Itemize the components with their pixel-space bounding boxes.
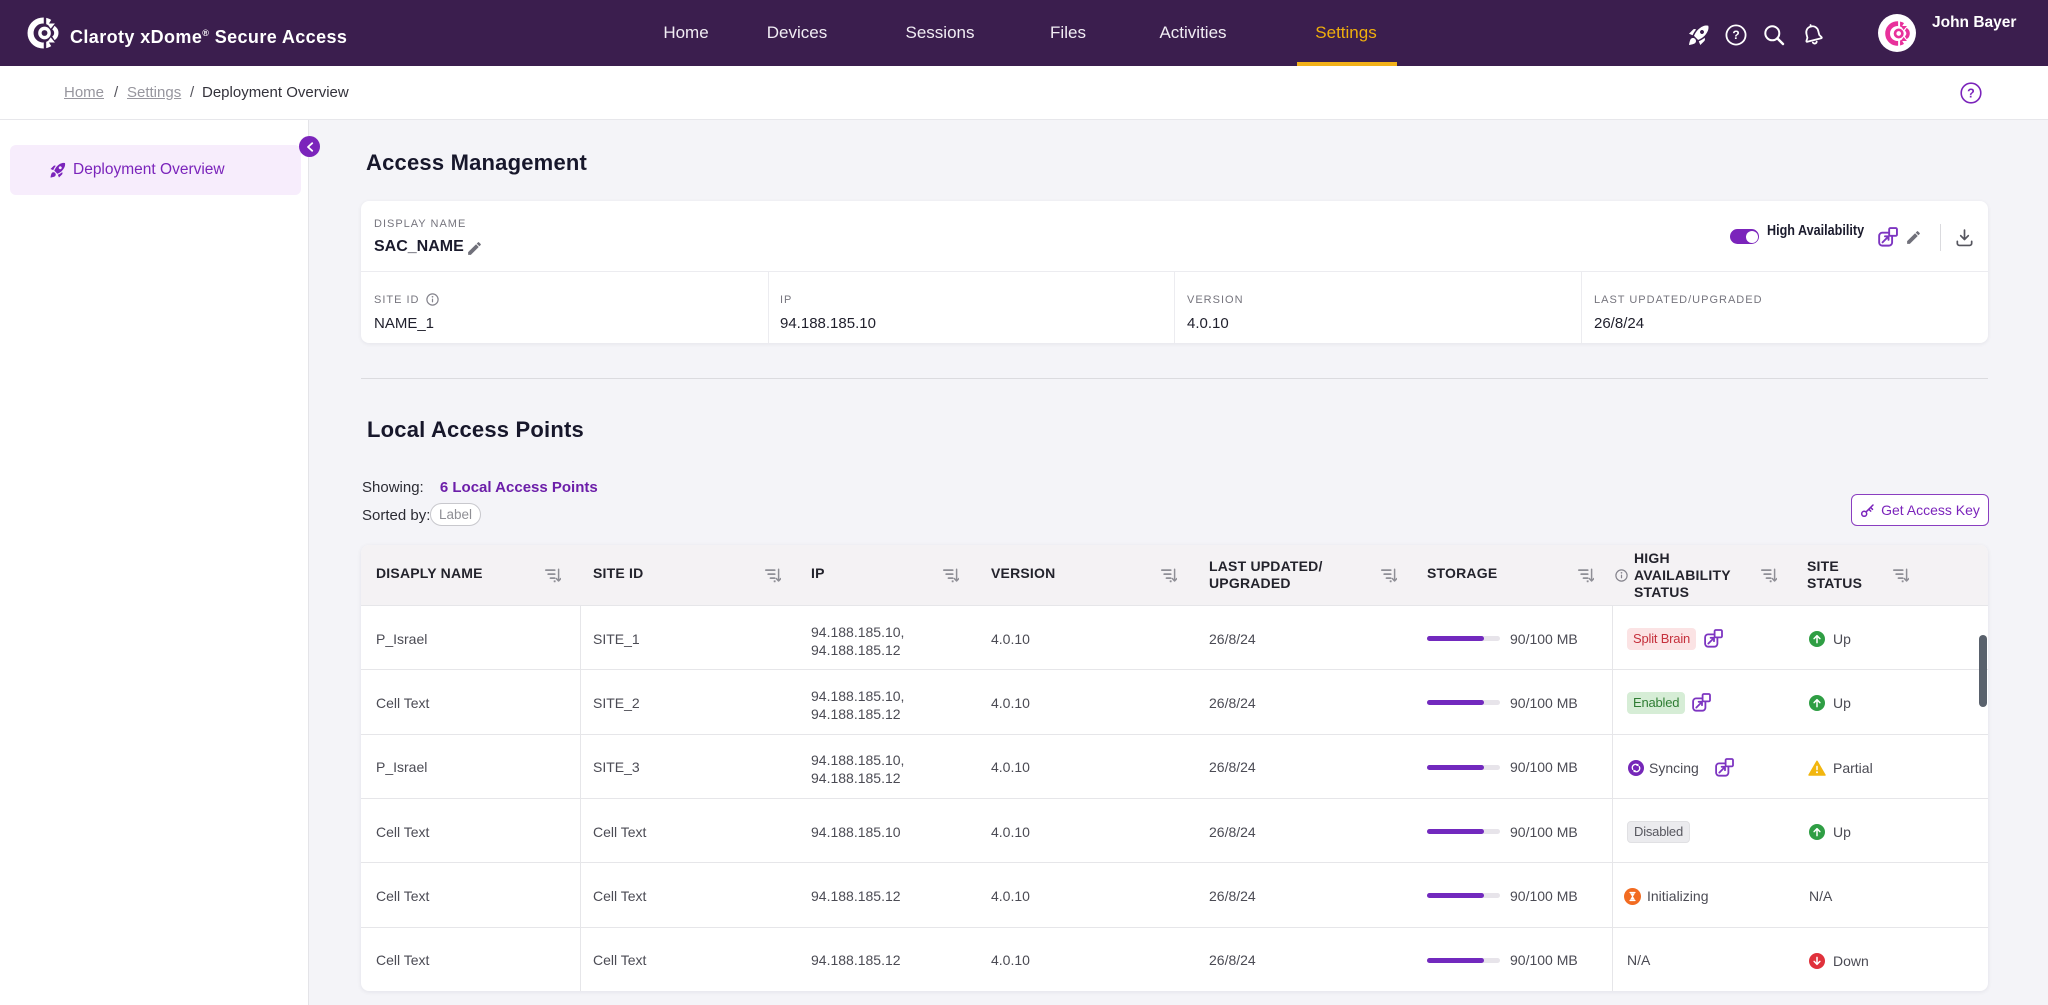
svg-text:?: ? (1732, 28, 1739, 42)
svg-text:?: ? (1967, 86, 1975, 100)
